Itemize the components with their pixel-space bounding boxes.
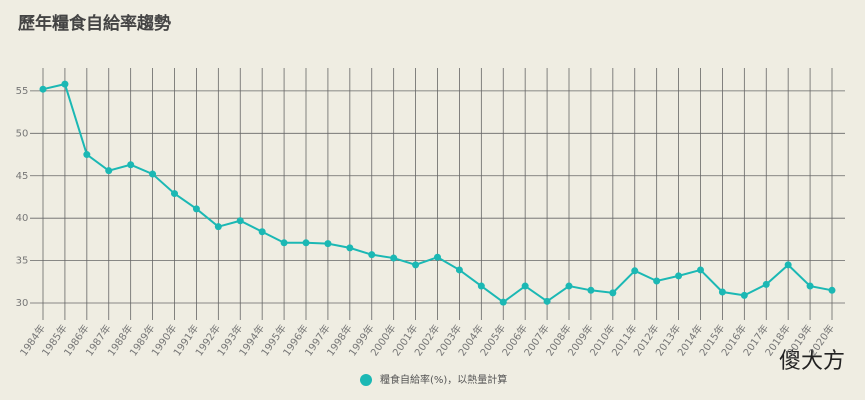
data-point xyxy=(127,161,135,169)
data-point xyxy=(675,272,683,280)
data-point xyxy=(477,282,485,290)
watermark: 傻大方 xyxy=(779,349,845,374)
data-point xyxy=(368,251,376,259)
data-point xyxy=(762,280,770,288)
chart-title: 歷年糧食自給率趨勢 xyxy=(18,13,171,34)
data-point xyxy=(587,286,595,294)
data-point xyxy=(236,217,244,225)
data-point xyxy=(149,170,157,178)
data-point xyxy=(105,167,113,175)
y-tick-label: 45 xyxy=(16,171,29,182)
data-point xyxy=(258,228,266,236)
data-point xyxy=(83,151,91,159)
data-point xyxy=(609,289,617,297)
y-tick-label: 40 xyxy=(16,213,29,224)
legend-marker xyxy=(360,374,372,386)
data-point xyxy=(499,298,507,306)
data-point xyxy=(390,254,398,262)
data-point xyxy=(653,277,661,285)
data-point xyxy=(434,253,441,261)
data-point xyxy=(346,244,354,252)
data-point xyxy=(280,239,288,247)
data-point xyxy=(192,205,200,213)
y-tick-label: 50 xyxy=(16,128,29,139)
data-point xyxy=(171,190,178,198)
data-point xyxy=(740,291,748,299)
data-point xyxy=(631,267,639,275)
y-tick-label: 35 xyxy=(16,256,29,267)
data-point xyxy=(412,261,420,269)
y-tick-label: 55 xyxy=(16,86,29,97)
data-point xyxy=(565,282,573,290)
data-point xyxy=(39,85,47,93)
data-point xyxy=(718,288,726,296)
y-tick-label: 30 xyxy=(16,298,29,309)
data-point xyxy=(521,282,529,290)
data-point xyxy=(784,261,792,269)
data-point xyxy=(302,239,310,247)
data-point xyxy=(543,297,551,305)
data-point xyxy=(806,282,814,290)
data-point xyxy=(324,240,332,248)
data-point xyxy=(214,223,222,231)
data-point xyxy=(828,286,836,294)
data-point xyxy=(455,266,463,274)
data-point xyxy=(61,80,69,88)
data-point xyxy=(697,266,704,274)
legend-label: 糧食自給率(%)，以熱量計算 xyxy=(380,373,507,386)
